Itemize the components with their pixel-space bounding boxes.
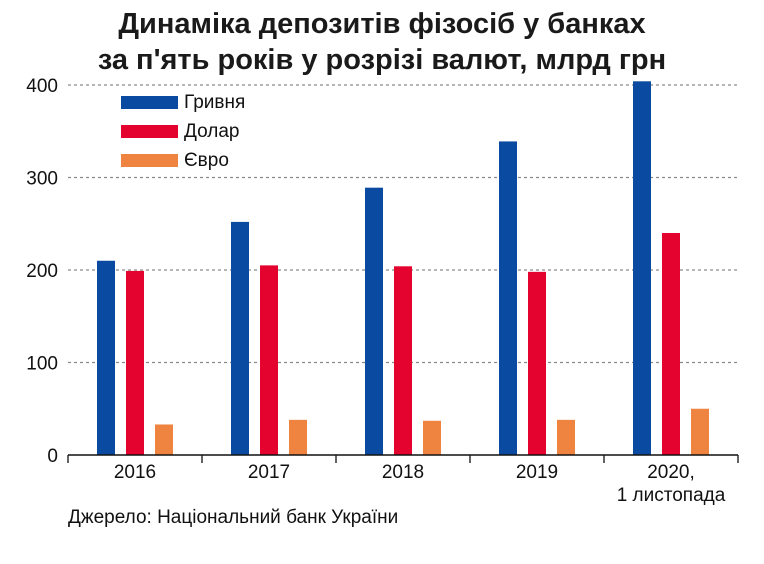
legend-label-Гривня: Гривня [184,92,245,113]
bar-Євро-2020, 1 листопада [691,408,709,455]
x-tick-label-4-0: 2020, [647,462,695,483]
bar-Євро-2017 [289,419,307,455]
bar-Гривня-2018 [365,187,383,456]
y-tick-label-100: 100 [26,354,58,375]
x-axis-ticks: 2016 2017 2018 2019 2020,1 листопада [67,455,739,506]
chart-title: Динаміка депозитів фізосіб у банках за п… [0,6,764,78]
legend-swatch-Євро [121,154,178,167]
bar-Долар-2016 [126,270,144,455]
legend-label-Євро: Євро [184,150,229,171]
bar-Гривня-2020, 1 листопада [633,81,651,456]
bar-Долар-2017 [260,265,278,455]
x-tick-label-4-1: 1 листопада [617,485,726,506]
y-tick-label-200: 200 [26,261,58,282]
bar-Гривня-2016 [97,260,115,455]
x-tick-label-3-0: 2019 [516,462,558,483]
chart-title-line-1: Динаміка депозитів фізосіб у банках [118,8,646,40]
bar-Долар-2019 [528,271,546,455]
x-tick-label-0-0: 2016 [114,462,156,483]
y-tick-label-300: 300 [26,169,58,190]
legend-swatch-Долар [121,125,178,138]
bars [97,81,709,456]
x-tick-label-2-0: 2018 [382,462,424,483]
bar-Долар-2018 [394,266,412,455]
bar-Гривня-2017 [231,221,249,455]
bar-Євро-2018 [423,420,441,455]
bar-Євро-2019 [557,419,575,455]
chart-title-line-2: за п'ять років у розрізі валют, млрд грн [97,44,667,76]
bar-Євро-2016 [155,424,173,455]
legend: Гривня Долар Євро [121,92,245,171]
gridlines [68,84,738,364]
legend-swatch-Гривня [121,96,178,109]
y-axis-ticks: 0 100 200 300 400 [26,76,58,467]
source-note: Джерело: Національний банк України [68,507,399,528]
bar-Гривня-2019 [499,141,517,456]
y-tick-label-0: 0 [47,446,58,467]
x-tick-label-1-0: 2017 [248,462,290,483]
bar-Долар-2020, 1 листопада [662,233,680,455]
legend-label-Долар: Долар [184,121,239,142]
y-tick-label-400: 400 [26,76,58,97]
